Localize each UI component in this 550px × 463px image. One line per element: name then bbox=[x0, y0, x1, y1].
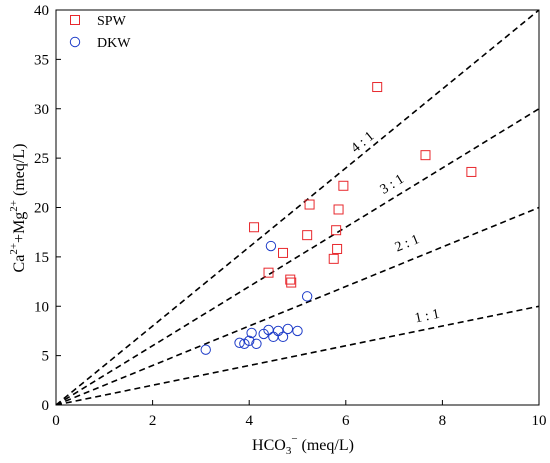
dkw-point-6 bbox=[251, 338, 262, 349]
ratio-line-2 bbox=[56, 108, 539, 405]
x-tick-label: 2 bbox=[149, 413, 157, 429]
spw-point-11 bbox=[333, 204, 344, 215]
dkw-point-5 bbox=[246, 327, 257, 339]
x-axis-ticks: 0 2 4 6 8 10 bbox=[52, 400, 547, 429]
spw-point-13 bbox=[372, 82, 383, 93]
dkw-point-1 bbox=[200, 344, 211, 355]
dkw-point-15 bbox=[301, 291, 313, 302]
x-tick-label: 6 bbox=[342, 413, 350, 429]
ratio-lines bbox=[56, 10, 539, 405]
dkw-point-10 bbox=[268, 331, 279, 343]
y-tick-label: 25 bbox=[34, 151, 49, 167]
dkw-point-11 bbox=[272, 325, 284, 337]
y-tick-label: 10 bbox=[34, 299, 49, 315]
ratio-labels: 4 : 13 : 1 2 : 1 1 : 1 bbox=[349, 129, 441, 327]
ratio-line-4 bbox=[56, 305, 539, 405]
dkw-point-13 bbox=[282, 323, 294, 335]
dkw-point-2 bbox=[234, 337, 245, 348]
dkw-point-14 bbox=[292, 325, 303, 337]
data-points bbox=[200, 82, 477, 355]
spw-point-6 bbox=[302, 230, 313, 241]
x-tick-label: 0 bbox=[52, 413, 60, 429]
spw-point-5 bbox=[286, 277, 297, 288]
legend: SPW DKW bbox=[69, 14, 131, 51]
legend-label-dkw: DKW bbox=[97, 36, 131, 51]
legend-marker-spw bbox=[70, 15, 80, 25]
y-tick-label: 15 bbox=[34, 250, 49, 266]
spw-point-12 bbox=[338, 180, 349, 191]
ratio-label-2: 3 : 1 bbox=[378, 172, 407, 198]
spw-point-1 bbox=[249, 222, 260, 233]
ratio-label-1: 4 : 1 bbox=[349, 129, 378, 156]
dkw-point-12 bbox=[277, 331, 289, 343]
spw-point-3 bbox=[278, 247, 289, 258]
y-tick-label: 30 bbox=[34, 102, 49, 118]
spw-point-10 bbox=[332, 243, 343, 254]
x-tick-label: 10 bbox=[532, 413, 547, 429]
spw-point-15 bbox=[466, 166, 477, 177]
x-tick-label: 4 bbox=[245, 413, 253, 429]
y-tick-label: 20 bbox=[34, 201, 49, 217]
x-tick-label: 8 bbox=[439, 413, 447, 429]
y-tick-label: 40 bbox=[34, 3, 49, 19]
y-tick-label: 5 bbox=[42, 349, 50, 365]
y-tick-label: 35 bbox=[34, 52, 49, 68]
spw-point-2 bbox=[263, 267, 274, 278]
x-axis-label: HCO3− (meq/L) bbox=[252, 433, 354, 457]
legend-label-spw: SPW bbox=[97, 14, 127, 29]
spw-point-4 bbox=[285, 274, 296, 285]
spw-point-8 bbox=[328, 253, 339, 264]
dkw-point-9 bbox=[265, 240, 277, 252]
y-axis-ticks: 0 5 10 15 20 25 30 35 40 bbox=[34, 3, 61, 414]
ratio-label-4: 1 : 1 bbox=[414, 307, 441, 327]
spw-point-9 bbox=[331, 225, 342, 236]
ratio-line-3 bbox=[56, 206, 539, 405]
y-axis-label: Ca2++Mg2+ (meq/L) bbox=[8, 144, 28, 273]
spw-point-14 bbox=[420, 150, 431, 161]
dkw-point-4 bbox=[244, 335, 255, 347]
ratio-line-1 bbox=[56, 10, 539, 405]
y-tick-label: 0 bbox=[42, 398, 50, 414]
legend-marker-dkw bbox=[69, 36, 81, 48]
ratio-label-3: 2 : 1 bbox=[393, 232, 422, 255]
spw-point-7 bbox=[304, 199, 315, 210]
